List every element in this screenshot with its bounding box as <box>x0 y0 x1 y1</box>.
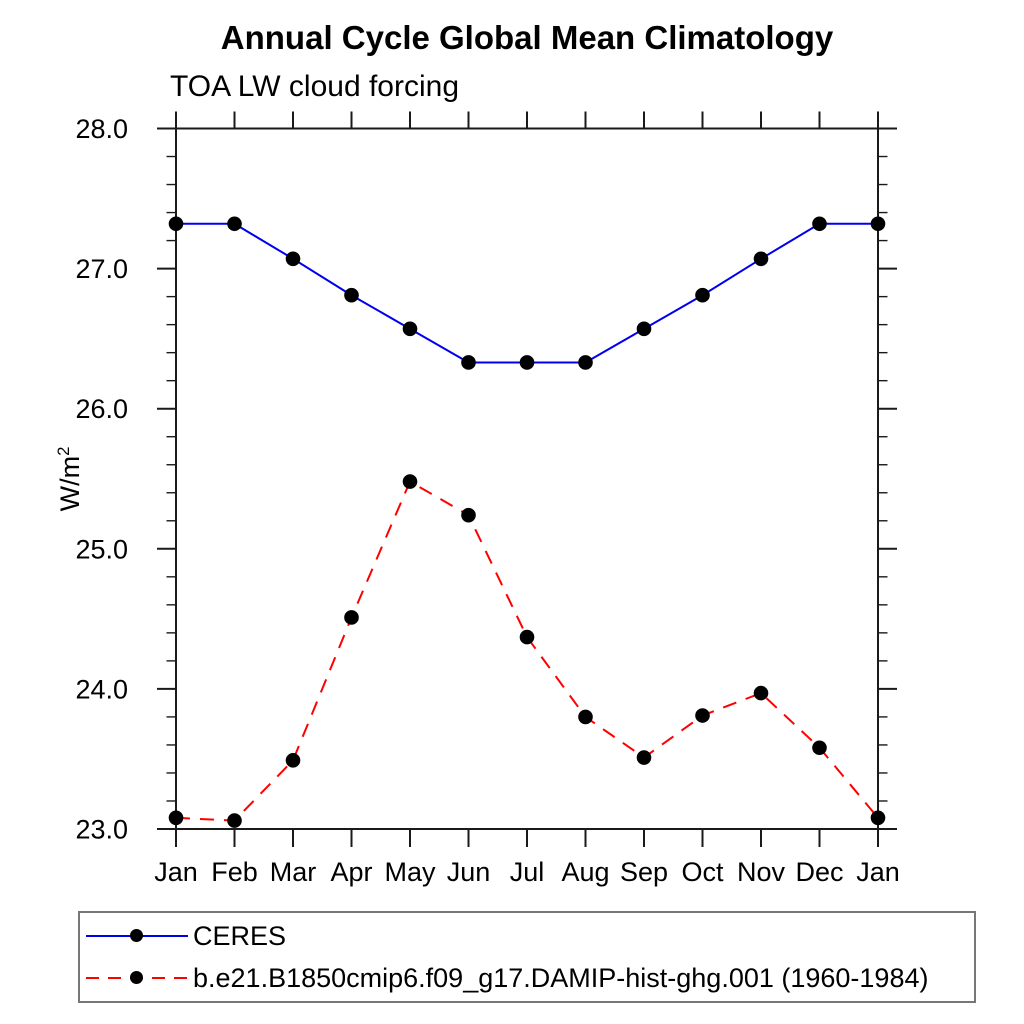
data-point-marker <box>753 685 769 701</box>
data-point-marker <box>870 216 886 232</box>
x-tick-label: Sep <box>620 857 668 887</box>
legend-line-sample-ceres <box>86 929 188 943</box>
data-point-marker <box>519 355 535 370</box>
x-tick-label: Jun <box>447 857 491 887</box>
data-point-marker <box>695 287 710 303</box>
data-point-marker <box>636 750 652 765</box>
y-tick-label: 23.0 <box>75 815 128 845</box>
data-point-marker <box>636 321 652 337</box>
data-point-marker <box>578 355 593 370</box>
chart-subtitle: TOA LW cloud forcing <box>170 70 460 103</box>
x-tick-label: May <box>384 857 436 887</box>
marker-dot-icon <box>130 929 143 942</box>
data-point-marker <box>695 708 710 723</box>
x-tick-label: Dec <box>795 857 843 887</box>
x-tick-label: Apr <box>330 857 372 887</box>
plot-frame <box>175 127 879 830</box>
data-point-marker <box>344 610 359 625</box>
y-tick-label: 25.0 <box>75 534 128 564</box>
y-tick-label: 24.0 <box>75 674 128 704</box>
data-point-marker <box>227 813 242 828</box>
legend-label-ceres: CERES <box>193 920 287 951</box>
data-point-marker <box>227 216 242 232</box>
data-point-marker <box>168 810 184 826</box>
data-point-marker <box>285 753 301 768</box>
data-point-marker <box>461 507 476 523</box>
data-point-marker <box>753 251 769 267</box>
data-point-marker <box>402 321 418 337</box>
y-tick-label: 28.0 <box>75 114 128 144</box>
data-point-marker <box>812 216 827 232</box>
x-tick-label: Jan <box>856 857 900 887</box>
legend-line-sample-model <box>86 971 188 985</box>
data-point-marker <box>812 740 827 756</box>
data-point-marker <box>344 287 359 303</box>
data-point-marker <box>285 251 301 267</box>
y-tick-label: 27.0 <box>75 254 128 284</box>
legend: CERES b.e21.B1850cmip6.f09_g17.DAMIP-his… <box>78 911 976 1003</box>
x-tick-label: Mar <box>270 857 317 887</box>
legend-item-model: b.e21.B1850cmip6.f09_g17.DAMIP-hist-ghg.… <box>80 959 974 997</box>
legend-item-ceres: CERES <box>80 917 974 955</box>
x-tick-label: Jul <box>510 857 545 887</box>
data-point-marker <box>168 216 184 232</box>
x-tick-label: Feb <box>211 857 258 887</box>
marker-dot-icon <box>130 971 143 984</box>
x-tick-label: Oct <box>681 857 724 887</box>
series-line <box>175 480 879 822</box>
data-point-marker <box>578 709 593 725</box>
x-tick-label: Nov <box>737 857 786 887</box>
series-line <box>176 222 878 364</box>
data-point-marker <box>870 810 886 826</box>
legend-label-model: b.e21.B1850cmip6.f09_g17.DAMIP-hist-ghg.… <box>193 962 929 993</box>
data-point-marker <box>461 355 476 370</box>
x-tick-label: Jan <box>154 857 198 887</box>
data-point-marker <box>519 629 535 645</box>
data-point-marker <box>402 474 418 489</box>
page-title: Annual Cycle Global Mean Climatology <box>220 19 834 56</box>
x-tick-label: Aug <box>561 857 609 887</box>
y-tick-label: 26.0 <box>75 394 128 424</box>
